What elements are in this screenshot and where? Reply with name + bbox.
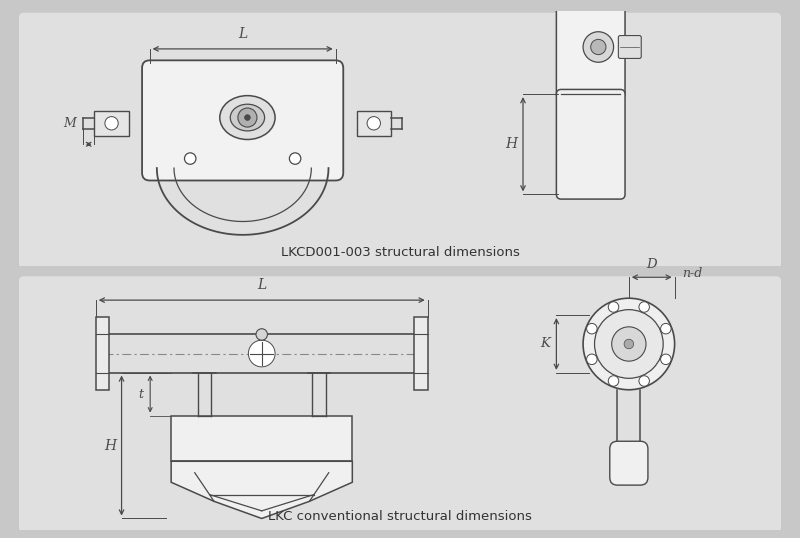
Circle shape (639, 302, 650, 312)
FancyBboxPatch shape (142, 60, 343, 180)
Circle shape (594, 310, 663, 378)
FancyBboxPatch shape (18, 277, 782, 532)
Circle shape (245, 115, 250, 121)
Circle shape (583, 298, 674, 390)
Circle shape (248, 340, 275, 367)
Circle shape (185, 153, 196, 164)
Bar (414, 317, 428, 390)
Bar (96, 317, 109, 390)
Text: LKC conventional structural dimensions: LKC conventional structural dimensions (268, 510, 532, 523)
Circle shape (238, 108, 257, 127)
Polygon shape (171, 461, 352, 519)
Text: LKCD001-003 structural dimensions: LKCD001-003 structural dimensions (281, 246, 519, 259)
Circle shape (256, 329, 267, 340)
Circle shape (661, 323, 671, 334)
Circle shape (105, 117, 118, 130)
Circle shape (612, 327, 646, 361)
Text: L: L (257, 279, 266, 293)
Circle shape (639, 376, 650, 386)
Circle shape (608, 376, 618, 386)
Bar (171, 415, 352, 461)
Circle shape (608, 302, 618, 312)
Text: M: M (63, 117, 76, 130)
FancyBboxPatch shape (618, 36, 642, 59)
FancyBboxPatch shape (18, 13, 782, 268)
Circle shape (586, 354, 597, 365)
Circle shape (583, 32, 614, 62)
FancyBboxPatch shape (357, 111, 391, 136)
Circle shape (290, 153, 301, 164)
Text: L: L (238, 27, 247, 41)
Text: n-d: n-d (682, 267, 702, 280)
FancyBboxPatch shape (94, 111, 129, 136)
Text: H: H (104, 438, 116, 452)
Ellipse shape (220, 96, 275, 139)
Circle shape (661, 354, 671, 365)
Circle shape (586, 323, 597, 334)
FancyBboxPatch shape (556, 4, 625, 99)
FancyBboxPatch shape (556, 89, 625, 199)
FancyBboxPatch shape (610, 441, 648, 485)
Text: t: t (138, 387, 143, 401)
Text: D: D (646, 258, 657, 271)
Ellipse shape (230, 104, 265, 131)
Circle shape (367, 117, 381, 130)
Circle shape (624, 339, 634, 349)
Text: K: K (540, 337, 550, 350)
Circle shape (590, 39, 606, 55)
Text: H: H (506, 137, 518, 151)
